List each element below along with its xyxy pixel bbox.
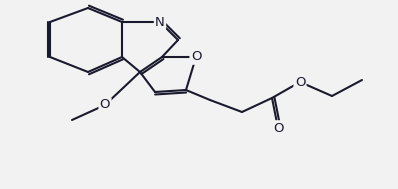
Text: O: O xyxy=(191,50,201,64)
Text: O: O xyxy=(295,75,305,88)
Text: O: O xyxy=(100,98,110,112)
Text: O: O xyxy=(273,122,283,135)
Text: N: N xyxy=(155,15,165,29)
